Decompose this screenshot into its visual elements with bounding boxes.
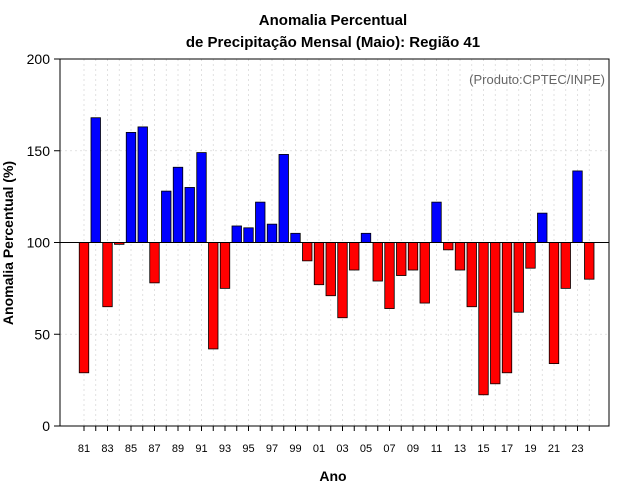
bar-17 <box>501 242 513 374</box>
bar-07 <box>384 242 395 309</box>
y-tick-label: 150 <box>27 143 51 159</box>
bar-86 <box>137 126 148 243</box>
x-tick-label: 05 <box>360 443 372 455</box>
x-tick-label: 01 <box>313 443 325 455</box>
x-tick-label: 19 <box>524 443 536 455</box>
x-tick-label: 87 <box>148 443 160 455</box>
bar-02 <box>325 242 336 297</box>
bar-91 <box>196 152 207 243</box>
bar-21 <box>548 242 560 365</box>
bar-94 <box>231 225 242 243</box>
x-tick-label: 97 <box>266 443 278 455</box>
x-axis-label: Ano <box>319 468 346 484</box>
bar-11 <box>431 201 442 243</box>
x-tick-label: 21 <box>548 443 560 455</box>
x-tick-label: 95 <box>242 443 254 455</box>
y-axis-label: Anomalia Percentual (%) <box>0 161 16 325</box>
bar-06 <box>372 242 383 282</box>
bar-97 <box>266 223 278 243</box>
x-tick-label: 89 <box>172 443 184 455</box>
bar-90 <box>184 187 195 243</box>
bar-00 <box>302 242 313 262</box>
bar-03 <box>337 242 348 319</box>
bar-18 <box>513 242 524 313</box>
bar-13 <box>454 242 466 271</box>
bar-01 <box>313 242 325 286</box>
x-tick-label: 81 <box>78 443 90 455</box>
bar-04 <box>349 242 360 271</box>
chart-title-line-2: de Precipitação Mensal (Maio): Região 41 <box>186 34 480 51</box>
x-tick-label: 07 <box>383 443 395 455</box>
x-tick-label: 99 <box>289 443 301 455</box>
bar-10 <box>419 242 430 304</box>
bar-14 <box>466 242 477 308</box>
bar-09 <box>407 242 419 271</box>
bar-08 <box>396 242 407 276</box>
x-tick-label: 11 <box>431 443 442 455</box>
bar-15 <box>478 242 489 396</box>
bar-81 <box>78 242 90 374</box>
x-tick-label: 91 <box>195 443 207 455</box>
x-tick-label: 83 <box>101 443 113 455</box>
x-tick-label: 93 <box>219 443 231 455</box>
bar-93 <box>219 242 231 289</box>
bar-23 <box>572 170 583 243</box>
y-tick-label: 0 <box>42 418 50 434</box>
bar-16 <box>490 242 501 385</box>
x-tick-label: 13 <box>454 443 466 455</box>
y-axis: 0 50 100 150 200 <box>27 51 60 434</box>
bar-99 <box>290 232 301 243</box>
x-tick-label: 23 <box>571 443 583 455</box>
y-tick-label: 200 <box>27 51 51 67</box>
bar-95 <box>243 227 254 243</box>
source-annotation: (Produto:CPTEC/INPE) <box>469 72 605 87</box>
bar-96 <box>255 201 266 243</box>
x-tick-label: 15 <box>477 443 489 455</box>
bar-98 <box>278 154 289 243</box>
bar-88 <box>161 190 172 243</box>
x-tick-label: 85 <box>125 443 137 455</box>
bar-85 <box>125 131 137 243</box>
bar-05 <box>360 232 372 243</box>
bar-87 <box>149 242 160 284</box>
bar-22 <box>560 242 571 289</box>
bar-19 <box>525 242 536 269</box>
bar-20 <box>537 212 548 243</box>
bars <box>78 117 595 396</box>
bar-89 <box>172 166 184 243</box>
y-tick-label: 100 <box>27 235 51 251</box>
x-axis: 81 83 85 87 89 91 93 95 97 99 01 03 05 07 09 11 13 15 17 19… <box>78 426 590 455</box>
x-tick-label: 17 <box>501 443 513 455</box>
bar-92 <box>208 242 219 350</box>
y-tick-label: 50 <box>34 326 50 342</box>
x-tick-label: 03 <box>336 443 348 455</box>
x-tick-label: 09 <box>407 443 419 455</box>
bar-83 <box>102 242 113 308</box>
bar-12 <box>443 242 454 251</box>
bar-82 <box>90 117 101 243</box>
chart-title-line-1: Anomalia Percentual <box>259 12 407 29</box>
bar-24 <box>584 242 595 280</box>
